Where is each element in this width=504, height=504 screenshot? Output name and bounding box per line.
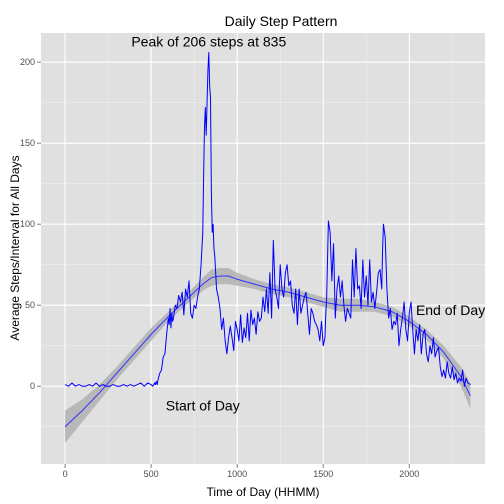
y-axis-label: Average Steps/Interval for All Days [8, 155, 22, 340]
x-axis-ticks: 0 500 1000 1500 2000 [63, 464, 419, 479]
y-tick-label: 50 [25, 300, 35, 310]
annotations: Peak of 206 steps at 835 Start of Day End … [131, 33, 485, 413]
plot-panel [41, 33, 485, 464]
x-tick-label: 0 [63, 469, 68, 479]
annotation-end-of-day: End of Day [416, 302, 485, 318]
y-tick-label: 200 [20, 57, 35, 67]
minor-gridlines [41, 33, 485, 464]
y-tick-label: 100 [20, 219, 35, 229]
steps-series-line [64, 51, 471, 387]
x-tick-label: 2000 [399, 469, 419, 479]
y-axis-ticks: 0 50 100 150 200 [20, 57, 41, 391]
y-tick-label: 150 [20, 138, 35, 148]
x-tick-label: 1000 [227, 469, 247, 479]
y-tick-label: 0 [30, 381, 35, 391]
x-axis-label: Time of Day (HHMM) [207, 485, 320, 499]
x-tick-label: 500 [144, 469, 159, 479]
chart-title: Daily Step Pattern [225, 13, 338, 29]
x-tick-label: 1500 [313, 469, 333, 479]
smooth-trend-line [64, 275, 471, 428]
major-gridlines [41, 33, 485, 464]
smooth-confidence-band [65, 267, 471, 443]
annotation-start-of-day: Start of Day [166, 398, 240, 414]
annotation-peak: Peak of 206 steps at 835 [131, 33, 286, 49]
